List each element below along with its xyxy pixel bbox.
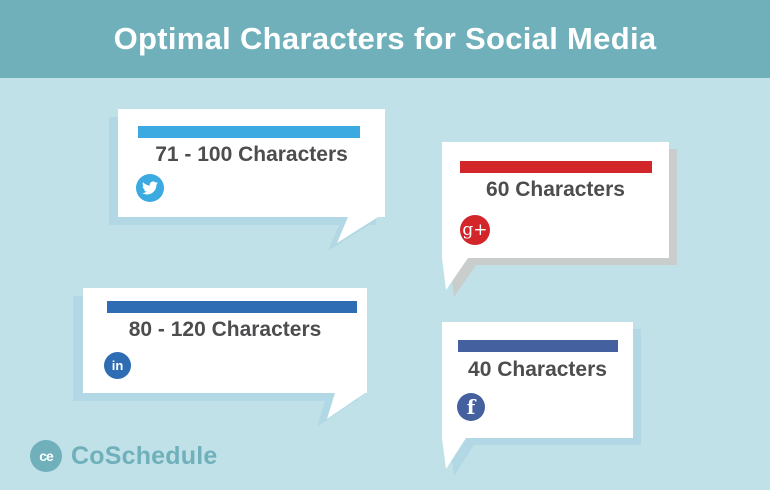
google-plus-icon: g+: [460, 215, 490, 245]
character-count-label: 71 - 100 Characters: [155, 143, 348, 166]
character-count-label: 60 Characters: [486, 178, 625, 201]
bubble-body: [442, 142, 669, 290]
character-bar-facebook: [458, 340, 618, 352]
speech-bubble-google-plus: 60 Characters g+: [442, 142, 685, 302]
bubble-body: [118, 109, 385, 243]
speech-bubble-shape: [442, 142, 677, 297]
page-title: Optimal Characters for Social Media: [113, 21, 657, 56]
speech-bubble-shape: [442, 322, 641, 476]
header-band: Optimal Characters for Social Media: [0, 0, 770, 78]
speech-bubble-shape: [73, 288, 367, 427]
linkedin-icon: in: [104, 352, 131, 379]
speech-bubble-linkedin: 80 - 120 Characters in: [73, 288, 368, 433]
character-bar-linkedin: [107, 301, 357, 313]
bubble-body: [83, 288, 367, 419]
facebook-icon: f: [457, 393, 485, 421]
speech-bubble-twitter: 71 - 100 Characters: [109, 109, 389, 254]
character-bar-twitter: [138, 126, 360, 138]
speech-bubble-shape: [109, 109, 385, 251]
character-count-label: 40 Characters: [468, 358, 607, 381]
character-count-label: 80 - 120 Characters: [128, 318, 322, 341]
bubble-body: [442, 322, 633, 469]
coschedule-logo-icon: ce: [30, 440, 62, 472]
speech-bubble-facebook: 40 Characters f: [442, 322, 649, 482]
character-bar-google-plus: [460, 161, 652, 173]
twitter-bird-icon: [136, 174, 164, 202]
coschedule-wordmark: CoSchedule: [71, 441, 218, 470]
coschedule-logo: ce CoSchedule: [30, 440, 217, 472]
